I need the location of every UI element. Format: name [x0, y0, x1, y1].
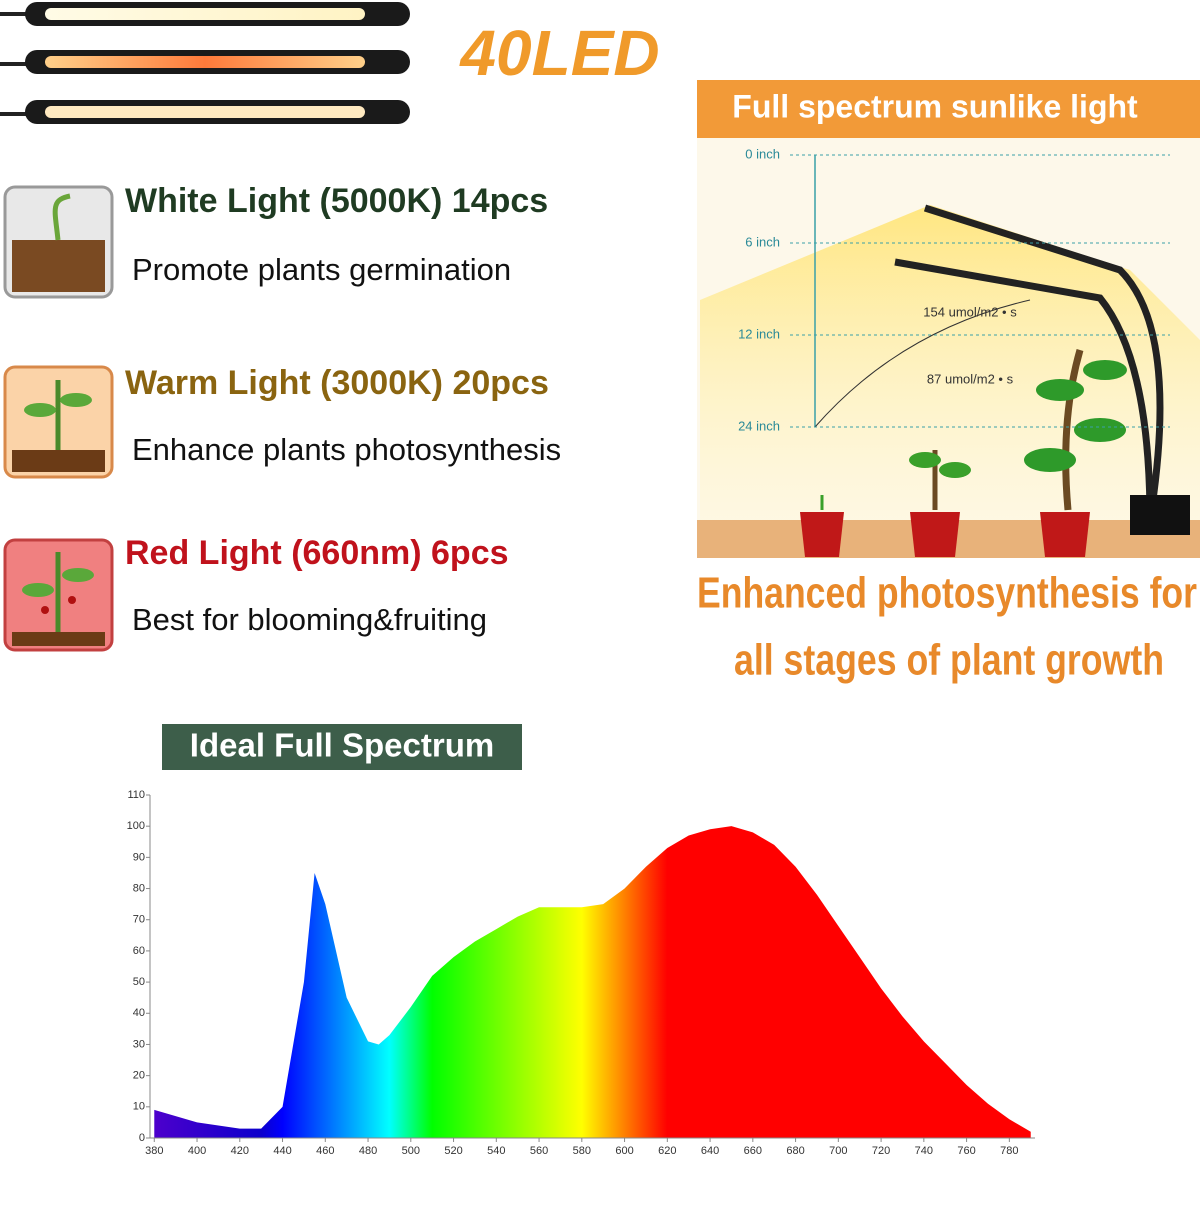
badge: 40LED [458, 17, 659, 89]
ppfd-label: 87 umol/m2 • s [927, 371, 1014, 386]
caption: Enhanced photosynthesis for [697, 569, 1197, 618]
x-tick-label: 500 [402, 1145, 420, 1157]
lamp-bars [0, 2, 410, 124]
x-tick-label: 660 [744, 1145, 762, 1157]
y-tick-label: 20 [133, 1070, 145, 1082]
panel-header [697, 80, 1200, 138]
y-tick-label: 30 [133, 1038, 145, 1050]
x-tick-label: 520 [444, 1145, 462, 1157]
y-tick-label: 0 [139, 1132, 145, 1144]
x-tick-label: 480 [359, 1145, 377, 1157]
x-tick-label: 760 [957, 1145, 975, 1157]
height-label: 24 inch [738, 418, 780, 433]
x-tick-label: 620 [658, 1145, 676, 1157]
feature-title: Warm Light (3000K) 20pcs [125, 364, 549, 402]
x-tick-label: 720 [872, 1145, 890, 1157]
x-tick-label: 740 [915, 1145, 933, 1157]
x-tick-label: 420 [231, 1145, 249, 1157]
y-tick-label: 60 [133, 945, 145, 957]
height-label: 0 inch [745, 146, 780, 161]
y-tick-label: 70 [133, 914, 145, 926]
feature-title: White Light (5000K) 14pcs [125, 182, 548, 220]
x-tick-label: 400 [188, 1145, 206, 1157]
y-tick-label: 50 [133, 976, 145, 988]
chart-title: Ideal Full Spectrum [190, 727, 494, 764]
caption: all stages of plant growth [734, 636, 1164, 685]
spectrum-area [154, 826, 1031, 1138]
y-tick-label: 80 [133, 882, 145, 894]
y-tick-label: 40 [133, 1007, 145, 1019]
x-tick-label: 540 [487, 1145, 505, 1157]
feature-text: Enhance plants photosynthesis [132, 432, 561, 467]
feature-icons [3, 185, 114, 652]
x-tick-label: 640 [701, 1145, 719, 1157]
feature-text: Promote plants germination [132, 252, 511, 287]
x-tick-label: 580 [573, 1145, 591, 1157]
x-tick-label: 780 [1000, 1145, 1018, 1157]
height-label: 6 inch [745, 234, 780, 249]
x-tick-label: 440 [273, 1145, 291, 1157]
x-tick-label: 380 [145, 1145, 163, 1157]
x-tick-label: 700 [829, 1145, 847, 1157]
panel-illustration [697, 138, 1200, 558]
height-label: 12 inch [738, 326, 780, 341]
chart-title-box [162, 724, 522, 770]
ppfd-label: 154 umol/m2 • s [923, 304, 1017, 319]
x-tick-label: 460 [316, 1145, 334, 1157]
y-tick-label: 100 [127, 820, 145, 832]
feature-text: Best for blooming&fruiting [132, 602, 487, 637]
y-tick-label: 10 [133, 1101, 145, 1113]
panel-title: Full spectrum sunlike light [732, 88, 1138, 124]
y-tick-label: 90 [133, 851, 145, 863]
x-tick-label: 560 [530, 1145, 548, 1157]
x-tick-label: 600 [615, 1145, 633, 1157]
feature-title: Red Light (660nm) 6pcs [125, 534, 509, 572]
x-tick-label: 680 [786, 1145, 804, 1157]
y-tick-label: 110 [127, 789, 145, 801]
